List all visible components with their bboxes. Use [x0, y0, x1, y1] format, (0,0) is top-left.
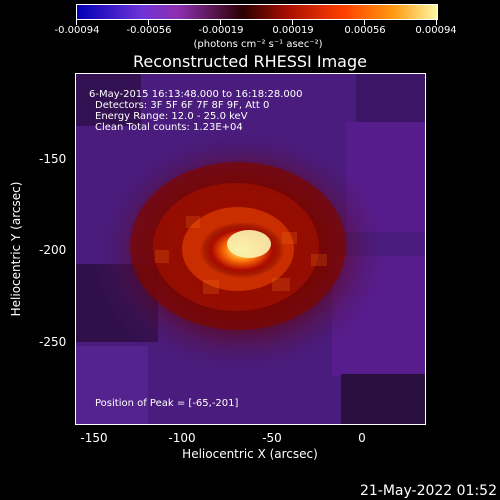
- image-svg: [76, 74, 425, 424]
- x-tick-label: -150: [80, 431, 108, 445]
- y-tick-label: -150: [39, 152, 67, 166]
- y-tick-label: -250: [39, 335, 67, 349]
- colorbar-tick-label: 0.00019: [272, 25, 314, 36]
- x-tick-label: 0: [358, 431, 366, 445]
- rhessi-image: 6-May-2015 16:13:48.000 to 16:18:28.000 …: [75, 73, 426, 425]
- colorbar-tick: [364, 20, 365, 25]
- detectors: Detectors: 3F 5F 6F 7F 8F 9F, Att 0: [95, 100, 270, 111]
- colorbar-tick-label: 0.00056: [344, 25, 386, 36]
- timestamp: 21-May-2022 01:52: [359, 483, 497, 499]
- colorbar-tick: [76, 20, 77, 25]
- colorbar-tick: [148, 20, 149, 25]
- clean-counts: Clean Total counts: 1.23E+04: [95, 122, 243, 133]
- colorbar-ticks: [76, 20, 438, 26]
- energy-range: Energy Range: 12.0 - 25.0 keV: [95, 111, 248, 122]
- y-tick-label: -200: [39, 243, 67, 257]
- colorbar-tick: [292, 20, 293, 25]
- colorbar-tick: [220, 20, 221, 25]
- colorbar-tick-label: 0.00094: [415, 25, 457, 36]
- colorbar-tick: [436, 20, 437, 25]
- colorbar-tick-label: -0.00056: [126, 25, 172, 36]
- peak-position: Position of Peak = [-65,-201]: [95, 398, 239, 409]
- x-tick-label: -50: [262, 431, 282, 445]
- colorbar-tick-label: -0.00019: [198, 25, 244, 36]
- colorbar-units: (photons cm⁻² s⁻¹ asec⁻²): [193, 39, 323, 50]
- image-title: Reconstructed RHESSI Image: [133, 52, 367, 71]
- colorbar-tick-label: -0.00094: [54, 25, 100, 36]
- time-range: 6-May-2015 16:13:48.000 to 16:18:28.000: [89, 89, 303, 100]
- y-axis-label: Heliocentric Y (arcsec): [9, 181, 23, 317]
- colorbar: [76, 4, 438, 20]
- x-axis-label: Heliocentric X (arcsec): [182, 447, 318, 461]
- x-tick-label: -100: [168, 431, 196, 445]
